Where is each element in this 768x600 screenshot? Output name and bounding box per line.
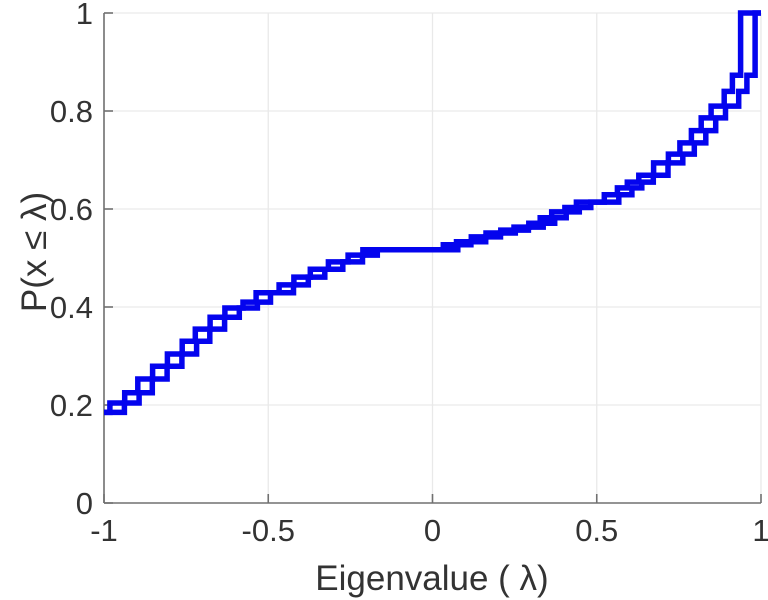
x-axis-label: Eigenvalue ( λ): [315, 559, 548, 598]
ecdf-stairs-leading: [104, 10, 761, 416]
y-axis-label: P(x ≤ λ): [15, 192, 54, 312]
tick-labels: -1 -0.5 0 0.5 1 0 0.2 0.4 0.6 0.8 1: [50, 0, 768, 548]
y-tick-label: 1: [76, 0, 93, 31]
y-tick-label: 0.2: [50, 388, 93, 423]
x-tick-label: -0.5: [242, 513, 295, 548]
ecdf-curve: [104, 10, 761, 416]
y-tick-label: 0.6: [50, 192, 93, 227]
x-tick-label: 1: [752, 513, 768, 548]
y-tick-label: 0.8: [50, 94, 93, 129]
y-tick-label: 0: [76, 486, 93, 521]
axes: [103, 12, 762, 504]
y-tick-label: 0.4: [50, 290, 93, 325]
x-tick-label: 0: [424, 513, 441, 548]
gridlines: [104, 12, 762, 503]
x-tick-label: 0.5: [575, 513, 618, 548]
x-tick-label: -1: [90, 513, 118, 548]
